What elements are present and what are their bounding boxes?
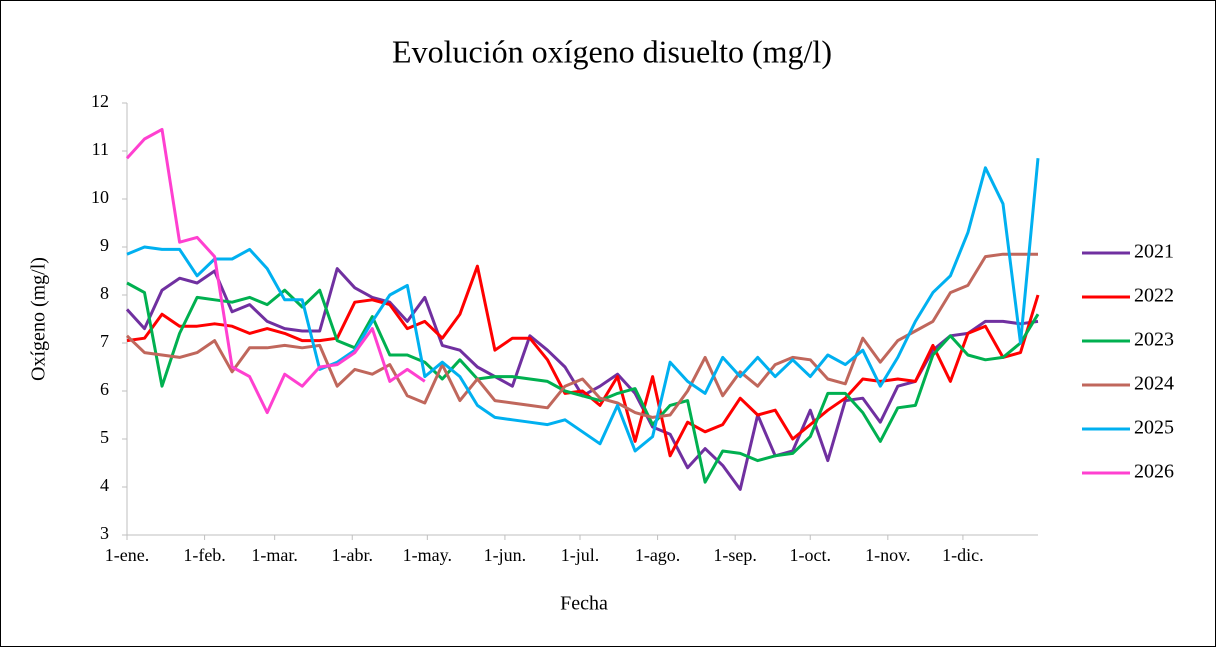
x-tick-label: 1-ene. xyxy=(105,545,149,565)
y-tick-label: 10 xyxy=(91,187,109,207)
data-line xyxy=(126,281,1040,484)
y-tick-label: 12 xyxy=(91,91,109,111)
x-tick-label: 1-jul. xyxy=(561,545,600,565)
x-tick-label: 1-feb. xyxy=(183,545,225,565)
legend-label: 2026 xyxy=(1134,461,1174,483)
y-tick-label: 4 xyxy=(100,475,109,495)
data-line xyxy=(125,127,426,415)
legend-label: 2025 xyxy=(1134,417,1174,439)
y-tick-label: 11 xyxy=(92,139,109,159)
legend-label: 2022 xyxy=(1134,285,1174,307)
chart-title: Evolución oxígeno disuelto (mg/l) xyxy=(392,33,832,69)
legend-label: 2023 xyxy=(1134,329,1174,351)
x-tick-label: 1-oct. xyxy=(790,545,831,565)
y-tick-label: 8 xyxy=(100,283,109,303)
x-tick-label: 1-sep. xyxy=(713,545,757,565)
y-tick-label: 6 xyxy=(100,379,109,399)
x-tick-label: 1-abr. xyxy=(332,545,373,565)
data-line xyxy=(126,264,1040,458)
x-tick-label: 1-jun. xyxy=(484,545,527,565)
y-tick-label: 9 xyxy=(100,235,109,255)
x-tick-label: 1-mar. xyxy=(251,545,298,565)
x-tick-label: 1-nov. xyxy=(865,545,910,565)
x-axis-label: Fecha xyxy=(560,593,608,615)
legend-label: 2021 xyxy=(1134,241,1174,263)
data-line xyxy=(125,252,1038,419)
x-tick-label: 1-may. xyxy=(403,545,452,565)
y-tick-label: 5 xyxy=(100,427,109,447)
y-axis-label: Oxígeno (mg/l) xyxy=(28,257,50,381)
y-tick-label: 3 xyxy=(100,523,109,543)
x-tick-label: 1-ago. xyxy=(635,545,680,565)
x-tick-label: 1-dic. xyxy=(942,545,983,565)
legend-label: 2024 xyxy=(1134,373,1174,395)
y-tick-label: 7 xyxy=(100,331,109,351)
data-line xyxy=(126,158,1040,453)
